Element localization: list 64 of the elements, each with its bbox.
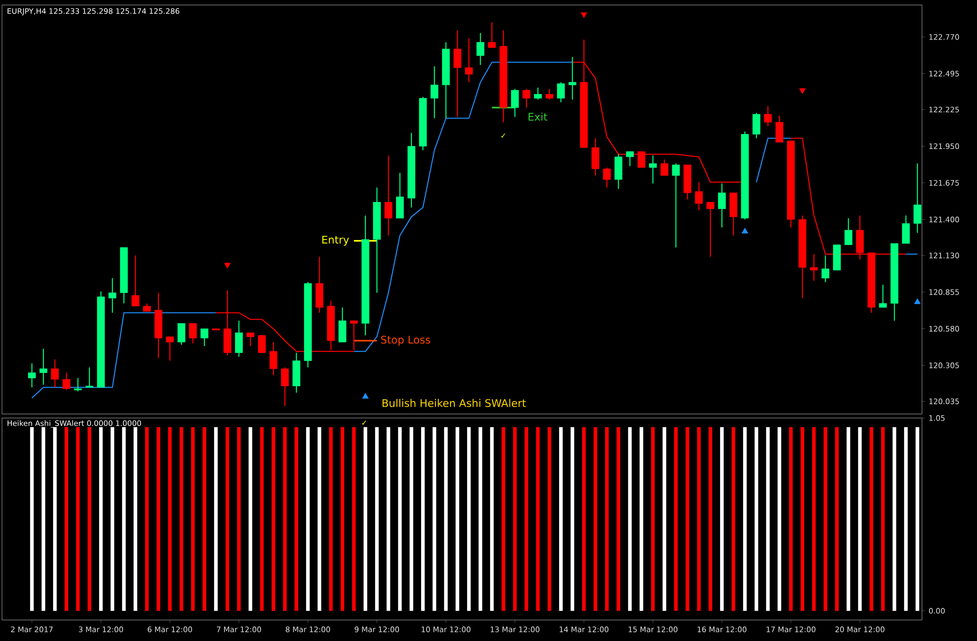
candlestick [281, 366, 289, 407]
candlestick [822, 254, 830, 283]
candlestick [430, 66, 438, 119]
candlestick [522, 88, 530, 108]
candlestick [568, 56, 576, 100]
candlestick [132, 254, 140, 307]
point [224, 262, 231, 268]
candlestick [557, 82, 565, 103]
candlestick [28, 362, 36, 388]
candlestick [546, 88, 554, 100]
candlestick [660, 159, 668, 176]
candlestick [200, 328, 208, 347]
candlestick [396, 172, 404, 219]
candlestick [718, 183, 726, 228]
candlestick [384, 155, 392, 236]
candlestick [316, 256, 324, 314]
candlestick [62, 372, 70, 391]
candlestick [672, 163, 680, 248]
candlestick [592, 138, 600, 176]
candlestick [51, 358, 59, 388]
candlestick [752, 112, 760, 139]
candlestick [454, 30, 462, 118]
candlestick [856, 214, 864, 260]
candlestick [465, 38, 473, 83]
point [580, 12, 588, 18]
candlestick [695, 182, 703, 211]
candlestick [810, 254, 818, 282]
candlestick [488, 22, 496, 48]
candlestick [879, 284, 887, 308]
candlestick [511, 88, 519, 118]
point [914, 298, 921, 304]
candlestick [603, 167, 611, 188]
point [742, 228, 748, 234]
candlestick [649, 155, 657, 184]
candlestick [108, 278, 116, 314]
candlestick [258, 334, 266, 354]
candlestick [178, 322, 186, 346]
candlestick [534, 87, 542, 100]
candlestick [614, 154, 622, 190]
point [799, 88, 806, 94]
candlestick [476, 32, 484, 66]
candlestick [86, 366, 94, 388]
candlestick [166, 336, 174, 362]
candlestick [844, 218, 852, 246]
candlestick [902, 214, 910, 244]
annotation: Exit [528, 112, 548, 121]
candlestick [270, 342, 278, 376]
candlestick [914, 163, 922, 234]
point [362, 392, 369, 399]
candlestick [764, 106, 772, 127]
candlestick [626, 151, 634, 167]
candlestick [189, 322, 197, 344]
candlestick [706, 202, 714, 258]
candlestick [235, 320, 243, 358]
candlestick [730, 192, 738, 236]
candlestick [40, 348, 48, 386]
annotation: Stop Loss [381, 336, 430, 346]
annotation: Bullish Heiken Ashi SWAlert [382, 398, 526, 408]
candlestick [338, 306, 346, 343]
candlestick [246, 332, 254, 347]
candlestick [638, 151, 646, 168]
candlestick [776, 115, 784, 143]
annotation: Entry [322, 236, 349, 246]
candlestick [74, 378, 82, 392]
